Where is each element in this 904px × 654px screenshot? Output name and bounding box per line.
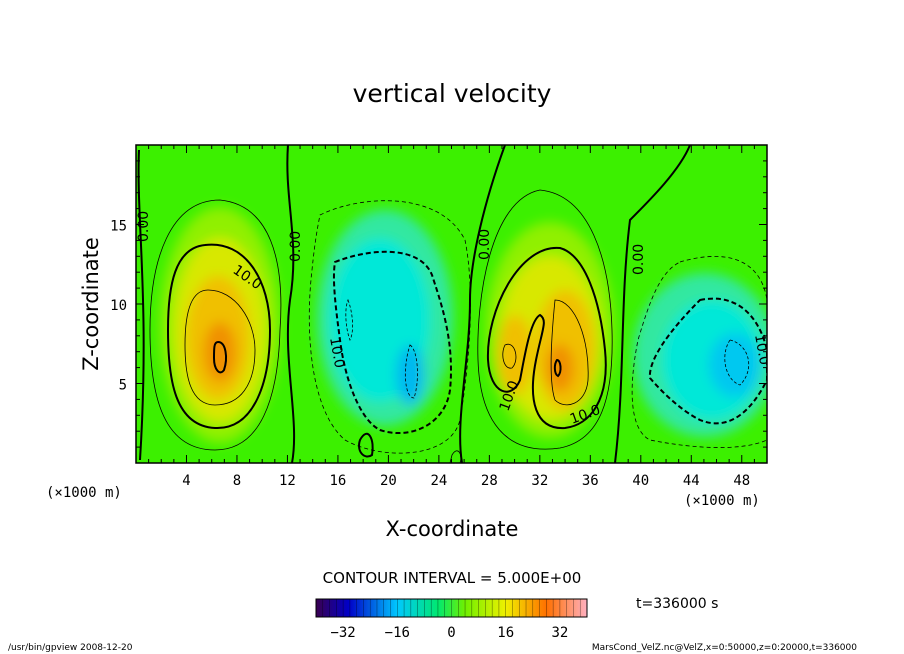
contour-label: 0.00 <box>288 231 304 262</box>
chart-title: vertical velocity <box>353 79 552 108</box>
x-axis-label: X-coordinate <box>386 517 519 541</box>
y-tick-label: 5 <box>119 378 127 394</box>
x-tick-label: 48 <box>733 473 750 489</box>
y-axis-label: Z-coordinate <box>79 237 103 371</box>
x-tick-label: 24 <box>430 473 447 489</box>
y-axis: 5 10 15 <box>110 144 767 464</box>
colorbar-tick-label: 32 <box>551 625 568 641</box>
footer-left: /usr/bin/gpview 2008-12-20 <box>8 643 133 653</box>
contour-lines <box>137 145 767 463</box>
colorbar-tick-label: 16 <box>497 625 514 641</box>
contour-label: 10.0 <box>326 336 347 369</box>
x-tick-label: 16 <box>329 473 346 489</box>
footer-right: MarsCond_VelZ.nc@VelZ,x=0:50000,z=0:2000… <box>592 643 857 653</box>
y-tick-label: 15 <box>110 219 127 235</box>
x-tick-label: 8 <box>233 473 241 489</box>
contour-label: 0.00 <box>136 211 152 242</box>
contour-label: 0.00 <box>477 229 493 260</box>
time-label: t=336000 s <box>636 596 718 612</box>
x-unit-right: (×1000 m) <box>684 493 760 509</box>
x-axis: 4 8 12 16 20 24 28 32 36 40 44 48 <box>135 145 768 489</box>
x-tick-label: 36 <box>582 473 599 489</box>
contour-interval: CONTOUR INTERVAL = 5.000E+00 <box>323 569 582 587</box>
contour-label-group: 0.00 0.00 0.00 0.00 10.0 10.0 10.0 10.0 … <box>136 211 772 428</box>
x-tick-label: 40 <box>632 473 649 489</box>
x-tick-label: 28 <box>481 473 498 489</box>
contour-label: 10.0 <box>751 333 772 366</box>
colorbar-ticks: −32 −16 0 16 32 <box>315 599 588 641</box>
contour-label: 0.00 <box>631 244 647 275</box>
x-tick-label: 20 <box>380 473 397 489</box>
colorbar-tick-label: 0 <box>447 625 455 641</box>
x-tick-label: 4 <box>182 473 190 489</box>
x-unit-left: (×1000 m) <box>46 485 122 501</box>
plot-field: 0.00 0.00 0.00 0.00 10.0 10.0 10.0 10.0 … <box>136 145 772 463</box>
x-tick-label: 32 <box>531 473 548 489</box>
y-tick-label: 10 <box>110 298 127 314</box>
x-tick-label: 44 <box>683 473 700 489</box>
colorbar-tick-label: −32 <box>330 625 355 641</box>
colorbar-tick-label: −16 <box>385 625 410 641</box>
x-tick-label: 12 <box>279 473 296 489</box>
